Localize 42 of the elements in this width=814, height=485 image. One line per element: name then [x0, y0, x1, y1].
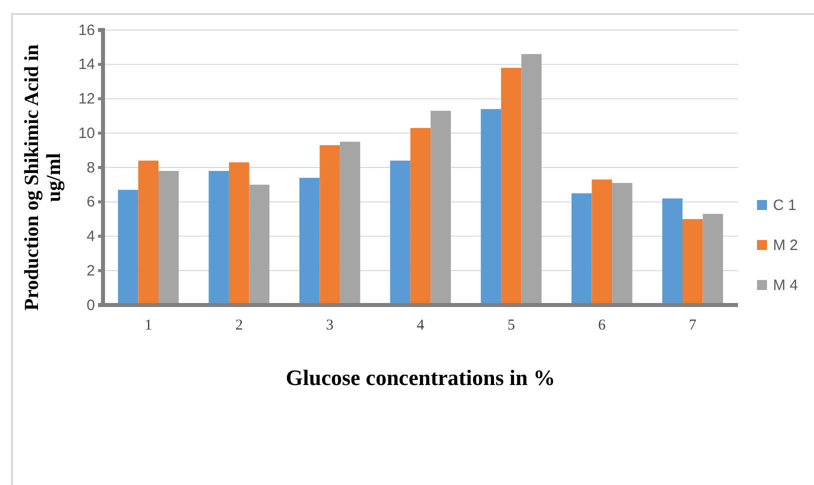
y-tick-label: 8 [86, 159, 95, 176]
y-tick-label: 0 [86, 296, 95, 314]
y-tick-label: 12 [78, 90, 95, 108]
y-tick-label: 6 [86, 194, 95, 211]
legend-label: C 1 [773, 197, 796, 214]
bar [299, 178, 320, 305]
bar [572, 193, 592, 305]
bar [430, 110, 451, 305]
x-tick-label: 1 [144, 318, 152, 334]
x-tick-label: 3 [326, 318, 334, 334]
bar [521, 54, 542, 305]
x-tick-label: 5 [507, 318, 515, 334]
y-tick-label: 10 [78, 124, 95, 142]
y-axis-title: Production og Shikimic Acid in ug/ml [21, 44, 65, 311]
y-tick-label: 4 [86, 228, 95, 246]
bar [390, 160, 410, 305]
bar [158, 170, 179, 305]
bar [501, 68, 522, 305]
bar [249, 184, 270, 305]
y-tick-label: 14 [78, 56, 95, 74]
bar [118, 190, 138, 305]
x-axis-title: Glucose concentrations in % [286, 365, 556, 390]
y-tick-label: 2 [86, 262, 95, 280]
bar [138, 160, 158, 305]
bar [702, 214, 724, 305]
bar [612, 182, 632, 305]
legend-label: M 4 [773, 277, 798, 294]
bar [682, 219, 703, 305]
bar [592, 180, 612, 305]
bar [662, 198, 683, 305]
x-tick-label: 7 [688, 318, 697, 334]
x-tick-label: 4 [416, 318, 425, 334]
bar [320, 145, 340, 305]
bar [410, 128, 431, 305]
bar [228, 162, 250, 305]
x-tick-label: 2 [235, 318, 243, 334]
bar [208, 170, 229, 305]
x-tick-label: 6 [598, 318, 606, 334]
bar [480, 109, 502, 305]
bar [340, 142, 360, 305]
y-tick-label: 16 [78, 22, 95, 39]
legend-label: M 2 [773, 237, 798, 254]
